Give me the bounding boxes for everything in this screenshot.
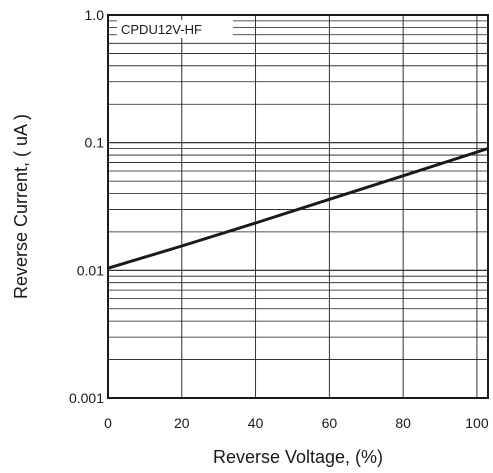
legend-box [117, 20, 233, 38]
series-layer [107, 147, 489, 270]
x-axis-ticks: 0 20 40 60 80 100 [104, 415, 489, 431]
x-tick-label: 0 [104, 415, 112, 431]
y-tick-label: 1.0 [85, 7, 105, 23]
y-axis-ticks: 0.001 0.01 0.1 1.0 [69, 7, 104, 406]
plot-frame [107, 14, 489, 399]
x-axis-title: Reverse Voltage, (%) [213, 447, 383, 467]
x-tick-label: 60 [322, 415, 338, 431]
legend-label: CPDU12V-HF [121, 22, 202, 37]
grid [108, 15, 488, 398]
x-tick-label: 40 [248, 415, 264, 431]
x-tick-label: 20 [174, 415, 190, 431]
y-axis-title: Reverse Current, ( uA ) [11, 114, 31, 299]
x-tick-label: 100 [465, 415, 489, 431]
y-tick-label: 0.1 [85, 135, 105, 151]
legend: CPDU12V-HF [117, 20, 233, 38]
x-tick-label: 80 [395, 415, 411, 431]
y-tick-label: 0.001 [69, 390, 104, 406]
y-tick-label: 0.01 [77, 262, 104, 278]
series-line [107, 147, 489, 270]
